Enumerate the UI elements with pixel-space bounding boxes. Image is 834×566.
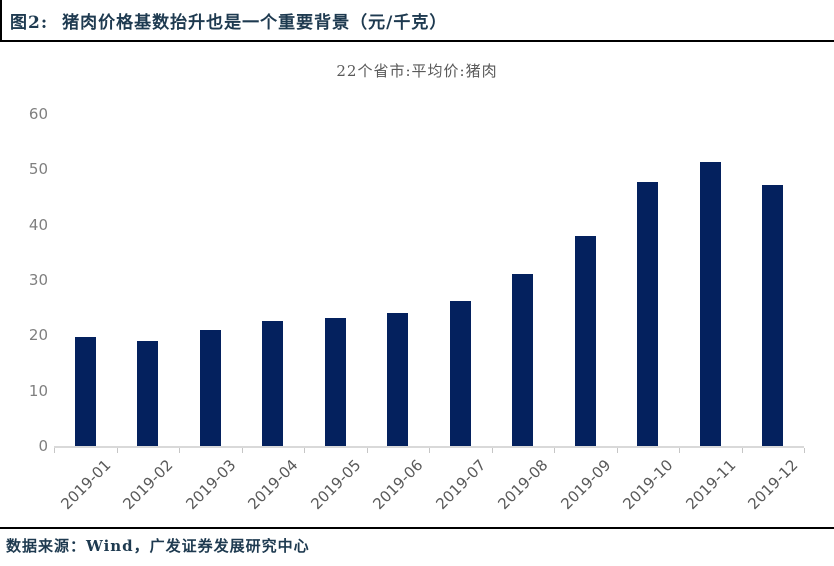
x-axis-tick-label: 2019-12 xyxy=(744,456,802,514)
bar-2019-01 xyxy=(74,337,96,446)
bar-2019-12 xyxy=(762,185,784,446)
x-axis-tick-mark xyxy=(366,448,368,453)
bar-chart-plot-area: 0 10 20 30 40 50 60 2019-01 2019-02 2019-03 2019-0… xyxy=(29,105,805,513)
bar-2019-08 xyxy=(512,273,534,446)
y-axis-tick-label: 0 xyxy=(38,437,48,455)
x-axis-tick-mark xyxy=(116,448,118,453)
x-axis-tick-label: 2019-08 xyxy=(494,456,552,514)
bar-2019-11 xyxy=(699,162,721,446)
bar-2019-03 xyxy=(199,330,221,446)
footer-divider xyxy=(0,527,834,529)
x-axis-tick-label: 2019-02 xyxy=(119,456,177,514)
y-axis-tick-label: 20 xyxy=(28,326,48,345)
figure-title-text: 猪肉价格基数抬升也是一个重要背景（元/千克） xyxy=(62,12,448,33)
x-axis-tick-mark xyxy=(241,448,243,453)
data-source-note: 数据来源：Wind，广发证券发展研究中心 xyxy=(6,537,310,555)
x-axis-tick-mark xyxy=(304,448,305,453)
x-axis-tick-mark xyxy=(616,448,618,453)
x-axis-tick-mark xyxy=(804,448,805,453)
bar-2019-10 xyxy=(637,182,659,446)
y-axis-tick-label: 40 xyxy=(28,215,48,234)
x-axis-tick-mark xyxy=(741,448,743,453)
x-axis-tick-label: 2019-03 xyxy=(181,456,239,514)
figure-number: 图2: xyxy=(10,12,49,33)
x-axis-tick-mark xyxy=(679,448,680,453)
bar-2019-06 xyxy=(387,313,409,446)
x-axis-tick-mark xyxy=(429,448,430,453)
x-axis-tick-label: 2019-10 xyxy=(619,456,677,514)
x-axis-line xyxy=(54,446,804,448)
x-axis-tick-label: 2019-01 xyxy=(56,456,114,514)
x-axis-tick-label: 2019-09 xyxy=(556,456,614,514)
x-axis-tick-label: 2019-07 xyxy=(431,456,489,514)
bar-2019-05 xyxy=(324,318,346,446)
bar-2019-04 xyxy=(262,320,284,446)
chart-title: 22个省市:平均价:猪肉 xyxy=(336,62,498,80)
figure-header: 图2: 猪肉价格基数抬升也是一个重要背景（元/千克） xyxy=(0,0,834,42)
y-axis-tick-label: 10 xyxy=(28,381,48,400)
bar-2019-07 xyxy=(449,301,471,446)
y-axis-tick-label: 60 xyxy=(28,105,48,123)
bar-2019-09 xyxy=(574,236,596,446)
y-axis-tick-label: 30 xyxy=(28,271,48,289)
x-axis-tick-label: 2019-04 xyxy=(244,456,302,514)
x-axis-tick-mark xyxy=(554,448,555,453)
y-axis-tick-label: 50 xyxy=(28,160,48,179)
x-axis-tick-mark xyxy=(491,448,493,453)
x-axis-tick-mark xyxy=(179,448,180,453)
x-axis-tick-label: 2019-05 xyxy=(306,456,364,514)
x-axis-tick-mark xyxy=(54,448,55,453)
x-axis-tick-label: 2019-06 xyxy=(369,456,427,514)
x-axis-tick-label: 2019-11 xyxy=(681,456,739,514)
figure-title: 图2: 猪肉价格基数抬升也是一个重要背景（元/千克） xyxy=(2,8,447,33)
bar-2019-02 xyxy=(137,341,159,446)
